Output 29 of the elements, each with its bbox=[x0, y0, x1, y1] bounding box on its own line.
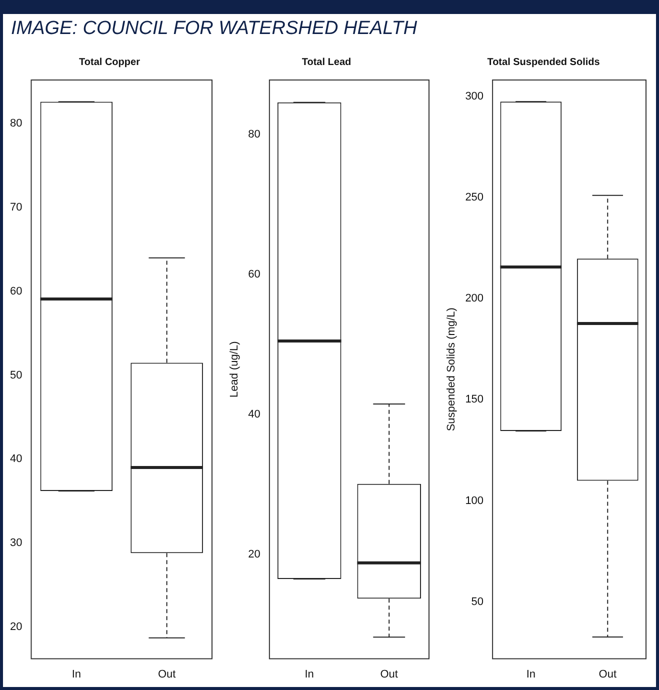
chart-title: Total Suspended Solids bbox=[487, 56, 600, 68]
y-tick-label: 60 bbox=[248, 268, 260, 281]
y-tick-label: 50 bbox=[471, 596, 484, 608]
y-axis-title: Lead (ug/L) bbox=[228, 341, 241, 398]
x-tick-label: Out bbox=[598, 668, 617, 680]
y-tick-label: 60 bbox=[10, 285, 22, 298]
chart-title: Total Copper bbox=[79, 56, 140, 68]
chart-title: Total Lead bbox=[302, 56, 352, 68]
y-tick-label: 80 bbox=[10, 118, 22, 130]
y-tick-label: 30 bbox=[10, 537, 22, 550]
y-axis-title: Suspended Solids (mg/L) bbox=[446, 308, 458, 432]
y-tick-label: 200 bbox=[465, 292, 484, 305]
y-tick-label: 300 bbox=[465, 90, 484, 103]
y-tick-label: 20 bbox=[248, 548, 260, 561]
y-tick-label: 20 bbox=[10, 620, 22, 633]
y-tick-label: 50 bbox=[10, 369, 22, 382]
y-tick-label: 70 bbox=[10, 202, 22, 214]
y-tick-label: 40 bbox=[10, 453, 22, 466]
y-tick-label: 100 bbox=[465, 494, 484, 507]
x-tick-label: In bbox=[72, 668, 82, 680]
y-tick-label: 40 bbox=[248, 408, 260, 421]
x-tick-label: In bbox=[304, 668, 314, 680]
x-tick-label: Out bbox=[380, 668, 398, 680]
x-tick-label: Out bbox=[158, 668, 176, 680]
x-tick-label: In bbox=[526, 668, 536, 680]
y-tick-label: 250 bbox=[465, 192, 484, 204]
y-tick-label: 150 bbox=[465, 394, 484, 406]
text: IMAGE: COUNCIL FOR WATERSHED HEALTH bbox=[11, 18, 418, 40]
y-tick-label: 80 bbox=[248, 128, 260, 141]
